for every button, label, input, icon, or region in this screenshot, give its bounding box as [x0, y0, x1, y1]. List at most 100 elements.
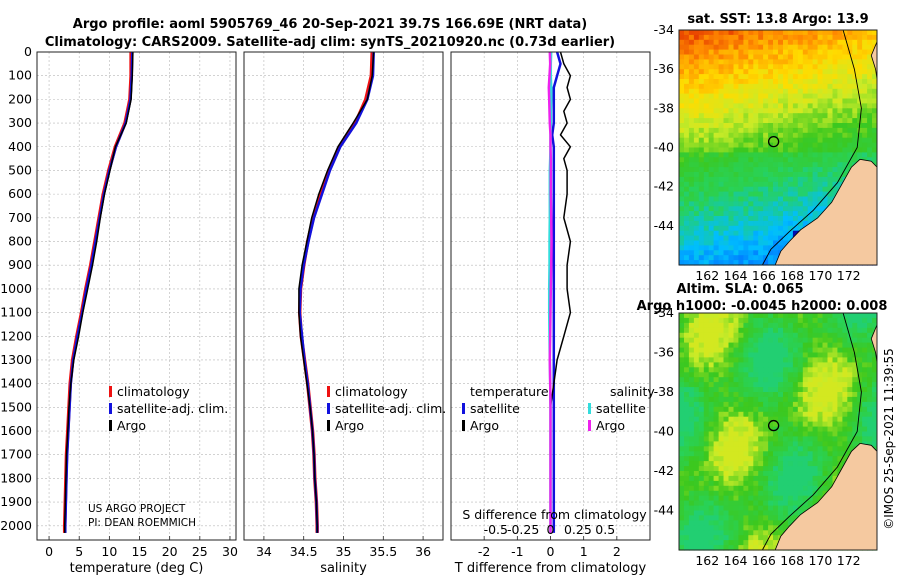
map-cell [758, 495, 764, 502]
map-cell [822, 362, 828, 368]
map-cell [723, 466, 729, 472]
map-cell [852, 332, 858, 339]
map-cell [693, 220, 700, 227]
map-cell [693, 123, 700, 129]
map-cell [738, 540, 744, 546]
map-cell [822, 172, 828, 178]
map-cell [787, 83, 794, 90]
map-cell [723, 220, 729, 227]
map-cell [693, 313, 700, 319]
map-cell [797, 108, 804, 114]
map-cell [812, 142, 819, 149]
map-cell [802, 108, 809, 114]
map-frame [678, 29, 878, 266]
map-cell [862, 342, 868, 349]
map-cell [763, 108, 769, 114]
map-cell [787, 401, 794, 408]
map-cell [832, 69, 838, 75]
map-cell [792, 69, 799, 75]
map-cell [743, 30, 749, 36]
map-cell [693, 39, 700, 46]
map-cell [733, 74, 739, 80]
map-cell [862, 147, 868, 153]
map-cell [817, 49, 824, 56]
map-cell [748, 520, 754, 526]
map-cell [837, 387, 843, 393]
x-tick-label: 0 [45, 544, 53, 559]
map-cell [797, 446, 804, 452]
map-cell [778, 500, 784, 507]
map-cell [778, 347, 784, 354]
map-cell [679, 535, 685, 541]
map-cell [688, 515, 695, 521]
map-cell [817, 337, 824, 344]
map-cell [679, 93, 685, 100]
map-cell [693, 245, 700, 251]
map-cell [753, 250, 759, 256]
map-cell [797, 337, 804, 344]
map-cell [708, 456, 715, 462]
map-cell [867, 421, 873, 428]
map-cell [763, 530, 769, 536]
map-cell [758, 39, 764, 46]
map-cell [812, 98, 819, 104]
map-cell [753, 196, 759, 202]
map-cell [684, 79, 690, 85]
map-cell [723, 540, 729, 546]
map-cell [778, 108, 784, 114]
map-cell [693, 191, 700, 198]
map-cell [684, 98, 690, 104]
map-cell [822, 44, 828, 51]
map-cell [733, 49, 739, 56]
map-cell [743, 240, 749, 246]
map-cell [822, 471, 828, 477]
map-cell [743, 520, 749, 526]
map-cell [703, 372, 710, 378]
map-cell [738, 327, 744, 334]
map-cell [718, 196, 725, 202]
map-cell [733, 540, 739, 546]
map-cell [733, 127, 739, 134]
map-cell [817, 485, 824, 492]
map-cell [693, 93, 700, 100]
map-cell [832, 352, 838, 358]
map-cell [688, 313, 695, 319]
map-cell [802, 426, 809, 433]
map-cell [842, 322, 848, 329]
map-cell [867, 93, 873, 100]
map-cell [773, 441, 779, 447]
map-cell [792, 441, 799, 447]
secondary-tick-label: -0.25 [507, 522, 539, 537]
map-cell [787, 147, 794, 153]
map-cell [728, 461, 734, 467]
map-cell [797, 372, 804, 378]
map-cell [807, 456, 814, 462]
map-y-tick-label: -44 [654, 503, 674, 518]
map-cell [718, 485, 725, 492]
map-cell [679, 342, 685, 349]
map-cell [768, 421, 774, 428]
map-cell [768, 500, 774, 507]
map-cell [778, 382, 784, 388]
map-cell [773, 456, 779, 462]
map-cell [693, 88, 700, 95]
map-cell [862, 426, 868, 433]
map-cell [832, 93, 838, 100]
map-cell [827, 347, 833, 354]
map-cell [787, 88, 794, 95]
map-cell [708, 382, 715, 388]
secondary-tick-label: -0.5 [484, 522, 508, 537]
map-cell [763, 186, 769, 193]
map-cell [857, 44, 863, 51]
map-cell [723, 34, 729, 41]
map-cell [718, 39, 725, 46]
map-cell [872, 93, 878, 100]
map-cell [723, 196, 729, 202]
map-cell [753, 186, 759, 193]
map-cell [698, 392, 705, 398]
map-cell [698, 132, 705, 139]
map-cell [733, 392, 739, 398]
map-cell [708, 500, 715, 507]
map-cell [862, 377, 868, 383]
map-cell [862, 30, 868, 36]
